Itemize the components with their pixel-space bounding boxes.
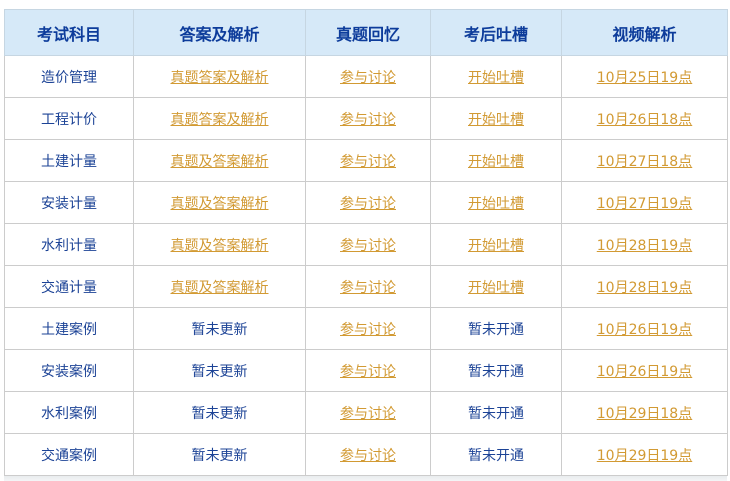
complain-link[interactable]: 开始吐槽: [468, 69, 524, 86]
table-header-row: 考试科目 答案及解析 真题回忆 考后吐槽 视频解析: [4, 9, 728, 56]
video-time-link[interactable]: 10月26日18点: [596, 111, 693, 128]
subject-cell: 水利案例: [4, 391, 134, 434]
video-time-link[interactable]: 10月28日19点: [596, 237, 693, 254]
table-row: 交通案例 暂未更新 参与讨论 暂未开通 10月29日19点: [4, 433, 728, 476]
answers-link[interactable]: 真题答案及解析: [170, 69, 269, 86]
complain-link[interactable]: 开始吐槽: [468, 111, 524, 128]
complain-link[interactable]: 开始吐槽: [468, 153, 524, 170]
table-row: 安装案例 暂未更新 参与讨论 暂未开通 10月26日19点: [4, 349, 728, 392]
video-time-link[interactable]: 10月25日19点: [596, 69, 693, 86]
table-row: 水利计量 真题及答案解析 参与讨论 开始吐槽 10月28日19点: [4, 223, 728, 266]
answers-link[interactable]: 真题答案及解析: [170, 111, 269, 128]
discussion-link[interactable]: 参与讨论: [340, 447, 396, 464]
not-open-label: 暂未开通: [468, 405, 524, 422]
video-time-link[interactable]: 10月28日19点: [596, 279, 693, 296]
complain-link[interactable]: 开始吐槽: [468, 279, 524, 296]
not-updated-label: 暂未更新: [191, 447, 248, 464]
discussion-link[interactable]: 参与讨论: [340, 195, 396, 212]
video-time-link[interactable]: 10月27日18点: [596, 153, 693, 170]
discussion-link[interactable]: 参与讨论: [340, 405, 396, 422]
subject-cell: 安装计量: [4, 181, 134, 224]
col-header-recall: 真题回忆: [305, 9, 431, 56]
not-updated-label: 暂未更新: [191, 405, 248, 422]
subject-cell: 安装案例: [4, 349, 134, 392]
subject-cell: 土建计量: [4, 139, 134, 182]
col-header-video: 视频解析: [561, 9, 728, 56]
not-open-label: 暂未开通: [468, 447, 524, 464]
col-header-comments: 考后吐槽: [430, 9, 562, 56]
discussion-link[interactable]: 参与讨论: [340, 69, 396, 86]
video-time-link[interactable]: 10月29日18点: [596, 405, 693, 422]
answers-link[interactable]: 真题及答案解析: [170, 195, 269, 212]
answers-link[interactable]: 真题及答案解析: [170, 237, 269, 254]
answers-link[interactable]: 真题及答案解析: [170, 279, 269, 296]
table-row: 水利案例 暂未更新 参与讨论 暂未开通 10月29日18点: [4, 391, 728, 434]
not-open-label: 暂未开通: [468, 321, 524, 338]
subject-cell: 土建案例: [4, 307, 134, 350]
subject-cell: 工程计价: [4, 97, 134, 140]
exam-schedule-table: 考试科目 答案及解析 真题回忆 考后吐槽 视频解析 造价管理 真题答案及解析 参…: [4, 9, 728, 476]
not-updated-label: 暂未更新: [191, 321, 248, 338]
table-row: 土建计量 真题及答案解析 参与讨论 开始吐槽 10月27日18点: [4, 139, 728, 182]
complain-link[interactable]: 开始吐槽: [468, 195, 524, 212]
table-row: 安装计量 真题及答案解析 参与讨论 开始吐槽 10月27日19点: [4, 181, 728, 224]
subject-cell: 交通案例: [4, 433, 134, 476]
complain-link[interactable]: 开始吐槽: [468, 237, 524, 254]
discussion-link[interactable]: 参与讨论: [340, 153, 396, 170]
video-time-link[interactable]: 10月26日19点: [596, 321, 693, 338]
table-row: 土建案例 暂未更新 参与讨论 暂未开通 10月26日19点: [4, 307, 728, 350]
table-bottom-shadow: [4, 476, 727, 481]
video-time-link[interactable]: 10月26日19点: [596, 363, 693, 380]
col-header-answers: 答案及解析: [133, 9, 306, 56]
subject-cell: 造价管理: [4, 55, 134, 98]
col-header-subject: 考试科目: [4, 9, 134, 56]
discussion-link[interactable]: 参与讨论: [340, 237, 396, 254]
video-time-link[interactable]: 10月29日19点: [596, 447, 693, 464]
video-time-link[interactable]: 10月27日19点: [596, 195, 693, 212]
not-open-label: 暂未开通: [468, 363, 524, 380]
answers-link[interactable]: 真题及答案解析: [170, 153, 269, 170]
table-row: 交通计量 真题及答案解析 参与讨论 开始吐槽 10月28日19点: [4, 265, 728, 308]
table-row: 工程计价 真题答案及解析 参与讨论 开始吐槽 10月26日18点: [4, 97, 728, 140]
discussion-link[interactable]: 参与讨论: [340, 279, 396, 296]
not-updated-label: 暂未更新: [191, 363, 248, 380]
discussion-link[interactable]: 参与讨论: [340, 321, 396, 338]
subject-cell: 水利计量: [4, 223, 134, 266]
discussion-link[interactable]: 参与讨论: [340, 363, 396, 380]
table-row: 造价管理 真题答案及解析 参与讨论 开始吐槽 10月25日19点: [4, 55, 728, 98]
discussion-link[interactable]: 参与讨论: [340, 111, 396, 128]
subject-cell: 交通计量: [4, 265, 134, 308]
